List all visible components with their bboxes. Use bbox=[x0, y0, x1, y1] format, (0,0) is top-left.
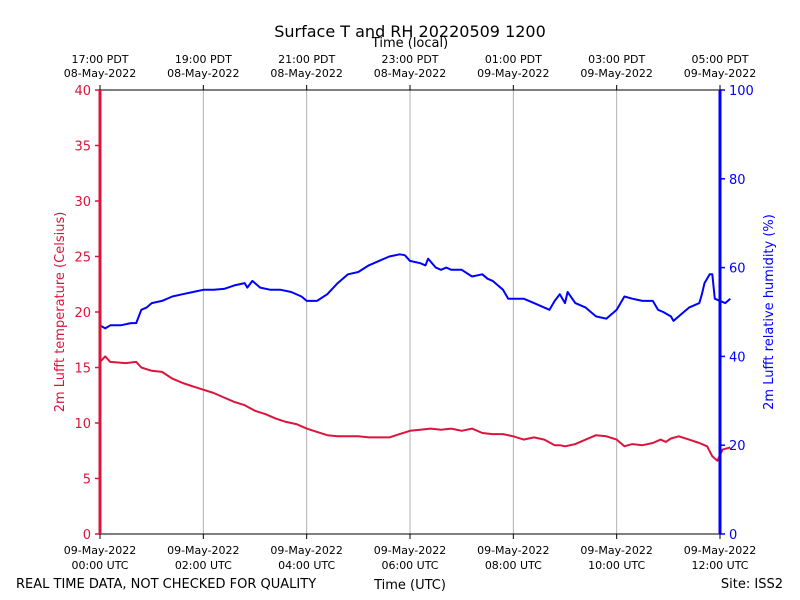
left-tick-label: 30 bbox=[74, 195, 91, 210]
top-tick-time: 05:00 PDT bbox=[691, 53, 748, 66]
right-tick-label: 60 bbox=[729, 262, 746, 277]
grid-lines bbox=[202, 90, 618, 534]
left-tick-label: 35 bbox=[74, 140, 91, 155]
left-axis-ticks: 0 5 10 15 20 25 30 35 40 bbox=[74, 84, 100, 543]
top-tick-date: 09-May-2022 bbox=[477, 67, 549, 80]
bottom-tick-time: 04:00 UTC bbox=[278, 559, 335, 572]
top-axis-label: Time (local) bbox=[371, 36, 448, 51]
left-tick-label: 5 bbox=[83, 473, 91, 488]
bottom-tick-date: 09-May-2022 bbox=[580, 544, 652, 557]
top-tick-time: 03:00 PDT bbox=[588, 53, 645, 66]
top-tick-time: 23:00 PDT bbox=[381, 53, 438, 66]
right-tick-label: 100 bbox=[729, 84, 754, 99]
site-label: Site: ISS2 bbox=[721, 577, 783, 592]
top-tick-date: 08-May-2022 bbox=[270, 67, 342, 80]
bottom-tick-date: 09-May-2022 bbox=[684, 544, 756, 557]
left-axis-label: 2m Lufft temperature (Celsius) bbox=[53, 212, 68, 413]
bottom-tick-date: 09-May-2022 bbox=[374, 544, 446, 557]
bottom-tick-date: 09-May-2022 bbox=[167, 544, 239, 557]
right-tick-label: 40 bbox=[729, 350, 746, 365]
top-tick-date: 09-May-2022 bbox=[684, 67, 756, 80]
left-tick-label: 40 bbox=[74, 84, 91, 99]
right-tick-label: 80 bbox=[729, 173, 746, 188]
chart-title: Surface T and RH 20220509 1200 bbox=[274, 22, 546, 41]
bottom-tick-date: 09-May-2022 bbox=[270, 544, 342, 557]
top-tick-date: 09-May-2022 bbox=[580, 67, 652, 80]
right-tick-label: 0 bbox=[729, 528, 737, 543]
top-tick-time: 21:00 PDT bbox=[278, 53, 335, 66]
humidity-series-line bbox=[99, 253, 731, 330]
left-tick-label: 20 bbox=[74, 306, 91, 321]
left-tick-label: 0 bbox=[83, 528, 91, 543]
bottom-tick-date: 09-May-2022 bbox=[477, 544, 549, 557]
bottom-axis-label: Time (UTC) bbox=[373, 578, 446, 593]
temperature-series-line bbox=[99, 355, 731, 462]
series-group bbox=[99, 253, 731, 462]
bottom-tick-date: 09-May-2022 bbox=[64, 544, 136, 557]
bottom-tick-time: 08:00 UTC bbox=[485, 559, 542, 572]
top-tick-time: 19:00 PDT bbox=[175, 53, 232, 66]
bottom-tick-time: 12:00 UTC bbox=[691, 559, 748, 572]
bottom-tick-time: 06:00 UTC bbox=[381, 559, 438, 572]
right-tick-label: 20 bbox=[729, 439, 746, 454]
top-tick-date: 08-May-2022 bbox=[374, 67, 446, 80]
top-tick-time: 01:00 PDT bbox=[485, 53, 542, 66]
right-axis-label: 2m Lufft relative humidity (%) bbox=[762, 214, 777, 410]
top-tick-date: 08-May-2022 bbox=[167, 67, 239, 80]
left-tick-label: 15 bbox=[74, 362, 91, 377]
right-axis-ticks: 0 20 40 60 80 100 bbox=[720, 84, 754, 543]
top-tick-date: 08-May-2022 bbox=[64, 67, 136, 80]
bottom-tick-time: 02:00 UTC bbox=[175, 559, 232, 572]
bottom-axis-ticks: 09-May-2022 00:00 UTC 09-May-2022 02:00 UTC… bbox=[64, 534, 756, 572]
left-tick-label: 25 bbox=[74, 251, 91, 266]
left-tick-label: 10 bbox=[74, 417, 91, 432]
bottom-tick-time: 00:00 UTC bbox=[71, 559, 128, 572]
bottom-tick-time: 10:00 UTC bbox=[588, 559, 645, 572]
quality-disclaimer: REAL TIME DATA, NOT CHECKED FOR QUALITY bbox=[16, 577, 316, 592]
top-tick-time: 17:00 PDT bbox=[71, 53, 128, 66]
